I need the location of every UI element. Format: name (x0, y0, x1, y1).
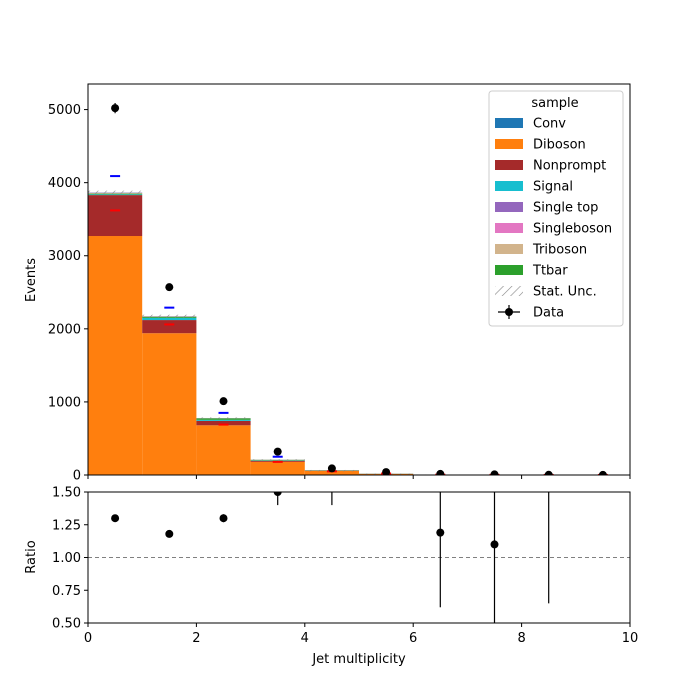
bar-nonprompt-bin-0 (88, 195, 143, 237)
stat-unc-band-bin-3 (250, 459, 305, 461)
bottom-y-tick-label-1: 0.75 (52, 584, 81, 599)
legend-item-singleboson: Singleboson (495, 222, 612, 237)
bar-diboson-bin-3 (250, 461, 305, 475)
top-y-tick-label-4: 4000 (48, 176, 81, 191)
data-point-6 (436, 469, 445, 475)
bar-diboson-bin-1 (142, 333, 197, 475)
bar-diboson-bin-4 (304, 470, 359, 475)
top-y-tick-label-1: 1000 (48, 395, 81, 410)
legend-title: sample (531, 96, 578, 111)
bar-ttbar-bin-2 (196, 418, 251, 420)
bar-signal-bin-1 (142, 317, 197, 321)
legend-label: Single top (533, 201, 598, 216)
legend-item-nonprompt: Nonprompt (495, 159, 606, 174)
top-y-tick-label-2: 2000 (48, 322, 81, 337)
x-axis-label: Jet multiplicity (311, 652, 406, 667)
stat-unc-band-bin-0 (88, 190, 143, 195)
legend-swatch (495, 286, 523, 296)
legend-label: Signal (533, 180, 573, 195)
bottom-y-axis-label: Ratio (24, 540, 39, 573)
bar-nonprompt-bin-1 (142, 320, 197, 334)
data-point-8 (544, 470, 553, 475)
ratio-point-5 (436, 528, 445, 537)
ratio-point-4 (328, 475, 336, 483)
data-point-2 (219, 397, 228, 406)
bar-diboson-bin-2 (196, 425, 251, 475)
legend-item-diboson: Diboson (495, 138, 586, 153)
legend-swatch (495, 181, 523, 191)
bottom-y-tick-label-3: 1.25 (52, 518, 81, 533)
data-point-3 (273, 447, 282, 456)
top-y-axis: 0 1000 2000 3000 4000 5000 (48, 103, 88, 484)
legend-swatch (495, 265, 523, 275)
top-y-axis-label: Events (24, 258, 39, 302)
bottom-y-tick-label-0: 0.50 (52, 617, 81, 632)
legend: sample Conv Diboson Nonprompt Signal Single … (488, 90, 624, 327)
data-point-0 (111, 104, 120, 113)
stat-unc-band-bin-2 (196, 417, 251, 419)
data-point-5 (382, 468, 391, 475)
top-y-tick-label-0: 0 (73, 469, 81, 484)
ratio-points (111, 423, 553, 623)
legend-item-data: Data (498, 305, 564, 321)
top-y-tick-label-5: 5000 (48, 103, 81, 118)
ratio-point-2 (219, 514, 228, 523)
ratio-point-1 (165, 529, 174, 538)
bottom-x-tick-label-5: 10 (622, 631, 639, 646)
legend-swatch (495, 139, 523, 149)
data-point-9 (598, 470, 607, 475)
legend-item-ttbar: Ttbar (495, 264, 568, 279)
legend-label: Stat. Unc. (533, 285, 597, 300)
bottom-x-axis: 0 2 4 6 8 10 (84, 623, 638, 646)
legend-swatch (495, 202, 523, 212)
data-point-7 (490, 470, 499, 475)
legend-label: Nonprompt (533, 159, 606, 174)
bar-signal-bin-0 (88, 194, 143, 196)
ratio-point-0 (111, 514, 120, 523)
legend-swatch-data-dot (505, 308, 513, 316)
ratio-point-6 (490, 540, 499, 549)
bar-diboson-bin-0 (88, 236, 143, 475)
data-point-4 (327, 464, 336, 473)
bottom-y-axis: 0.50 0.75 1.00 1.25 1.50 (52, 486, 88, 632)
legend-item-conv: Conv (495, 117, 566, 132)
bottom-x-tick-label-2: 4 (301, 631, 309, 646)
bottom-x-tick-label-3: 6 (409, 631, 417, 646)
bottom-y-tick-label-2: 1.00 (52, 551, 81, 566)
legend-label: Conv (533, 117, 566, 132)
top-x-axis-ticks (87, 475, 631, 479)
legend-label: Triboson (532, 243, 587, 258)
top-y-tick-label-3: 3000 (48, 249, 81, 264)
legend-swatch (495, 244, 523, 254)
legend-label: Diboson (533, 138, 586, 153)
legend-item-signal: Signal (495, 180, 573, 195)
ratio-point-3 (273, 492, 282, 496)
legend-label: Singleboson (533, 222, 612, 237)
top-axes-frame (87, 83, 631, 476)
bottom-y-tick-label-4: 1.50 (52, 486, 81, 501)
bar-nonprompt-bin-2 (196, 420, 251, 426)
legend-label: Ttbar (532, 264, 568, 279)
legend-item-single-top: Single top (495, 201, 598, 216)
bottom-x-tick-label-4: 8 (517, 631, 525, 646)
legend-swatch (495, 160, 523, 170)
ratio-point-7 (545, 423, 553, 431)
legend-swatch (495, 118, 523, 128)
legend-item-triboson: Triboson (495, 243, 587, 258)
bar-signal-bin-2 (196, 419, 251, 421)
bottom-x-tick-label-1: 2 (192, 631, 200, 646)
stat-unc-band-bin-1 (142, 314, 197, 318)
legend-swatch (495, 223, 523, 233)
legend-item-stat-unc: Stat. Unc. (495, 285, 597, 300)
data-point-1 (165, 283, 174, 292)
legend-label: Data (533, 306, 564, 321)
bottom-x-tick-label-0: 0 (84, 631, 92, 646)
